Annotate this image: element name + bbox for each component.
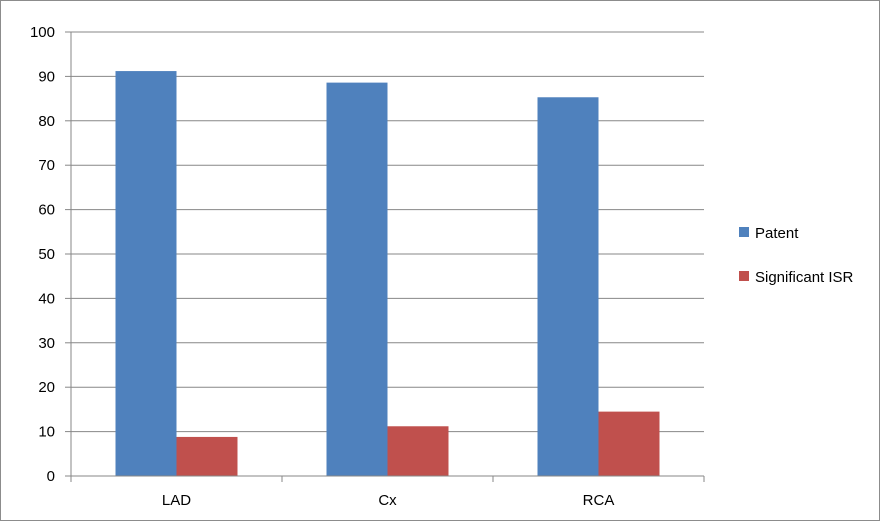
legend-swatch-patent bbox=[739, 227, 749, 237]
y-tick-label: 50 bbox=[38, 246, 55, 263]
legend-label-significant-isr: Significant ISR bbox=[755, 269, 854, 286]
bars bbox=[115, 71, 660, 477]
y-tick-label: 70 bbox=[38, 157, 55, 174]
bar-significant-isr-lad bbox=[176, 436, 238, 476]
y-tick-label: 20 bbox=[38, 379, 55, 396]
y-tick-label: 30 bbox=[38, 335, 55, 352]
x-tick-label: LAD bbox=[162, 492, 191, 509]
x-tick-label: RCA bbox=[583, 492, 615, 509]
y-tick-labels: 0 10 20 30 40 50 60 70 80 90 100 bbox=[30, 24, 55, 485]
y-tick-label: 60 bbox=[38, 202, 55, 219]
y-tick-label: 0 bbox=[47, 468, 55, 485]
y-tick-label: 100 bbox=[30, 24, 55, 41]
bar-patent-cx bbox=[326, 82, 388, 476]
legend: Patent Significant ISR bbox=[739, 225, 854, 286]
bar-patent-rca bbox=[537, 97, 599, 476]
y-tick-label: 40 bbox=[38, 290, 55, 307]
legend-label-patent: Patent bbox=[755, 225, 799, 242]
x-tick-labels: LAD Cx RCA bbox=[162, 492, 614, 509]
y-tick-label: 10 bbox=[38, 424, 55, 441]
y-tick-label: 80 bbox=[38, 113, 55, 130]
bar-significant-isr-rca bbox=[598, 411, 660, 476]
bar-significant-isr-cx bbox=[387, 426, 449, 476]
legend-swatch-significant-isr bbox=[739, 271, 749, 281]
axes bbox=[65, 31, 705, 482]
x-tick-label: Cx bbox=[378, 492, 397, 509]
y-tick-label: 90 bbox=[38, 68, 55, 85]
bar-patent-lad bbox=[115, 71, 177, 477]
